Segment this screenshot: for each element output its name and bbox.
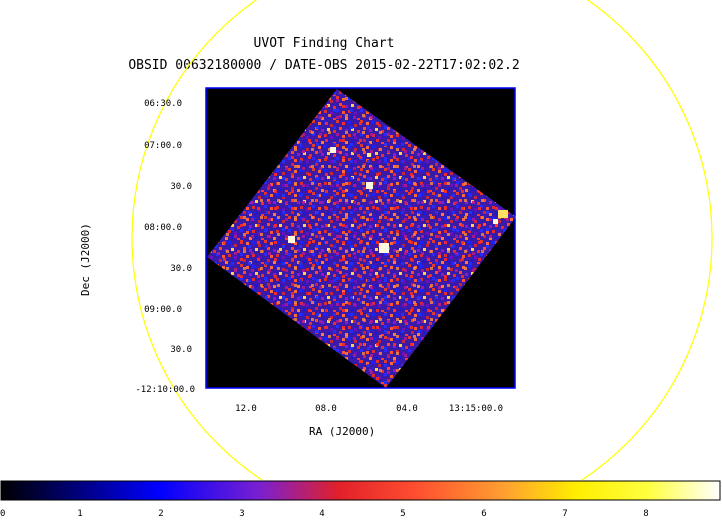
source-marker <box>367 153 371 157</box>
source-marker <box>379 243 389 253</box>
y-tick-label: -12:10:00.0 <box>135 385 195 395</box>
chart-title: UVOT Finding Chart <box>253 36 395 51</box>
x-tick-label: 04.0 <box>396 404 418 414</box>
colorbar-label: 2 <box>158 509 164 519</box>
colorbar-label: 7 <box>562 509 568 519</box>
colorbar-label: 8 <box>643 509 649 519</box>
source-marker <box>498 210 508 218</box>
y-axis-title: Dec (J2000) <box>79 223 92 296</box>
y-tick-label: 30.0 <box>170 182 192 192</box>
colorbar-label: 4 <box>319 509 325 519</box>
colorbar-label: 6 <box>481 509 487 519</box>
colorbar-label: 3 <box>239 509 245 519</box>
colorbar-label: 5 <box>400 509 406 519</box>
y-tick-label: 07:00.0 <box>144 141 182 151</box>
colorbar-label: 1 <box>77 509 83 519</box>
colorbar <box>0 480 721 501</box>
chart-subtitle: OBSID 00632180000 / DATE-OBS 2015-02-22T… <box>128 58 520 73</box>
y-tick-label: 06:30.0 <box>144 99 182 109</box>
source-marker <box>366 182 373 189</box>
y-tick-label: 08:00.0 <box>144 223 182 233</box>
x-axis-title: RA (J2000) <box>309 425 376 438</box>
finding-chart-image <box>131 0 713 480</box>
colorbar-label: 0 <box>0 509 6 519</box>
source-marker <box>288 236 295 243</box>
y-tick-label: 09:00.0 <box>144 305 182 315</box>
x-tick-label: 08.0 <box>315 404 337 414</box>
field-of-view-circle <box>131 0 713 480</box>
y-tick-label: 30.0 <box>170 345 192 355</box>
x-tick-label: 13:15:00.0 <box>448 404 504 414</box>
source-marker <box>330 147 336 153</box>
y-tick-label: 30.0 <box>170 264 192 274</box>
source-marker <box>493 219 498 224</box>
x-tick-label: 12.0 <box>235 404 257 414</box>
